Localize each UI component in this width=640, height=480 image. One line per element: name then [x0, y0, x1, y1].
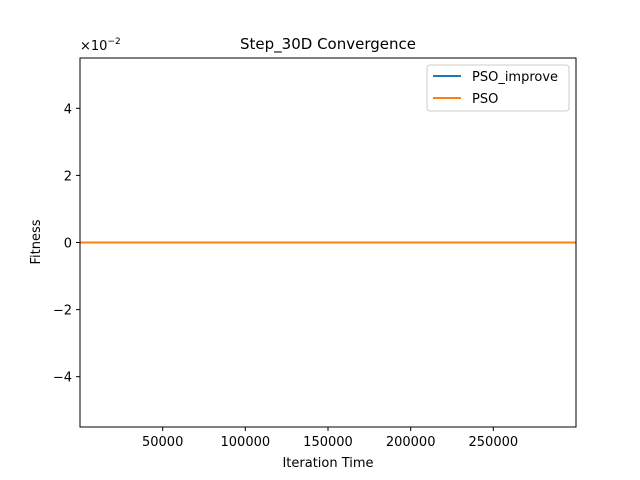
legend-box: [426, 64, 570, 112]
y-tick-label: 0: [64, 237, 72, 252]
x-tick-label: 150000: [303, 435, 353, 450]
x-tick-label: 200000: [386, 435, 436, 450]
y-scale-label: ×10−2: [80, 37, 121, 54]
y-tick-label: 4: [64, 102, 72, 117]
x-tick-label: 250000: [469, 435, 519, 450]
legend-label: PSO_improve: [472, 70, 558, 85]
x-axis-label: Iteration Time: [282, 456, 373, 471]
y-tick-label: −4: [53, 371, 72, 386]
y-scale-exponent: −2: [107, 37, 120, 47]
y-axis-label: Fitness: [29, 219, 44, 264]
x-axis: 50000 100000 150000 200000 250000: [142, 427, 518, 450]
chart-title: Step_30D Convergence: [240, 35, 416, 54]
x-tick-label: 100000: [221, 435, 271, 450]
y-axis: −4 −2 0 2 4: [53, 102, 80, 386]
legend: PSO_improve PSO: [426, 64, 570, 112]
y-tick-label: 2: [64, 169, 72, 184]
legend-label: PSO: [472, 92, 498, 107]
y-tick-label: −2: [53, 304, 72, 319]
y-scale-base: ×10: [80, 39, 107, 54]
x-tick-label: 50000: [142, 435, 183, 450]
